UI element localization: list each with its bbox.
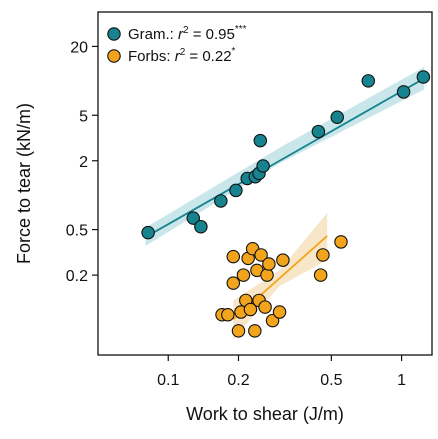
x-axis-label: Work to shear (J/m) (186, 404, 344, 424)
y-tick-label: 0.5 (66, 223, 88, 240)
point-series-0-14 (416, 70, 431, 84)
point-series-1-23 (334, 235, 348, 249)
y-tick-label: 2 (79, 154, 88, 171)
legend-r: r (178, 26, 184, 43)
point-series-0-8 (253, 133, 268, 148)
data-points (141, 70, 431, 338)
y-tick-label: 0.2 (66, 268, 88, 285)
y-axis: 0.2 0.5 2 5 20 (66, 39, 98, 285)
point-series-1-3 (226, 249, 241, 264)
point-series-0-9 (256, 159, 270, 173)
legend-value: = 0.95 (189, 26, 235, 43)
point-series-0-10 (311, 124, 326, 139)
point-series-1-14 (254, 248, 268, 262)
legend-label-0: Gram.: r2 = 0.95*** (128, 24, 247, 43)
fit-line-series-0 (145, 77, 425, 238)
point-series-0-4 (229, 183, 243, 198)
legend-stars: * (232, 46, 236, 57)
point-series-1-4 (231, 324, 246, 338)
y-tick-label: 5 (79, 108, 88, 125)
point-series-1-21 (313, 268, 328, 282)
point-series-0-2 (194, 219, 208, 234)
legend-label-1: Forbs: r2 = 0.22* (128, 46, 236, 65)
point-series-0-12 (361, 74, 376, 88)
point-series-0-3 (214, 194, 228, 208)
x-tick-label: 0.2 (227, 372, 249, 389)
legend-sup: 2 (183, 25, 189, 36)
point-series-1-1 (221, 307, 235, 322)
point-series-1-2 (226, 276, 241, 290)
legend-stars: *** (235, 24, 247, 35)
legend-r: r (175, 48, 181, 65)
legend-prefix: Gram.: (128, 26, 178, 43)
confidence-bands (145, 67, 425, 340)
y-tick-label: 20 (70, 39, 88, 56)
point-series-0-11 (330, 110, 344, 125)
point-series-1-20 (276, 253, 290, 267)
point-series-1-9 (243, 302, 258, 317)
point-series-1-16 (260, 268, 274, 282)
point-series-0-1 (186, 211, 201, 225)
plot-frame (97, 11, 433, 356)
x-tick-label: 0.5 (320, 372, 342, 389)
point-series-1-19 (272, 305, 287, 319)
y-axis-label: Force to tear (kN/m) (14, 103, 34, 264)
x-tick-label: 1 (397, 372, 406, 389)
x-tick-label: 0.1 (157, 372, 179, 389)
point-series-0-13 (396, 85, 411, 99)
legend-value: = 0.22 (185, 48, 231, 65)
legend: Gram.: r2 = 0.95***Forbs: r2 = 0.22* (107, 24, 247, 65)
point-series-1-22 (316, 248, 330, 262)
point-series-1-17 (262, 257, 276, 271)
point-series-0-0 (141, 225, 155, 240)
legend-prefix: Forbs: (128, 48, 175, 65)
point-series-1-15 (258, 300, 272, 314)
point-series-1-11 (248, 324, 262, 338)
point-series-1-6 (236, 268, 251, 282)
legend-marker-1 (107, 49, 121, 63)
legend-sup: 2 (180, 47, 186, 58)
legend-marker-0 (107, 27, 121, 41)
x-axis: 0.1 0.2 0.5 1 (157, 355, 406, 389)
